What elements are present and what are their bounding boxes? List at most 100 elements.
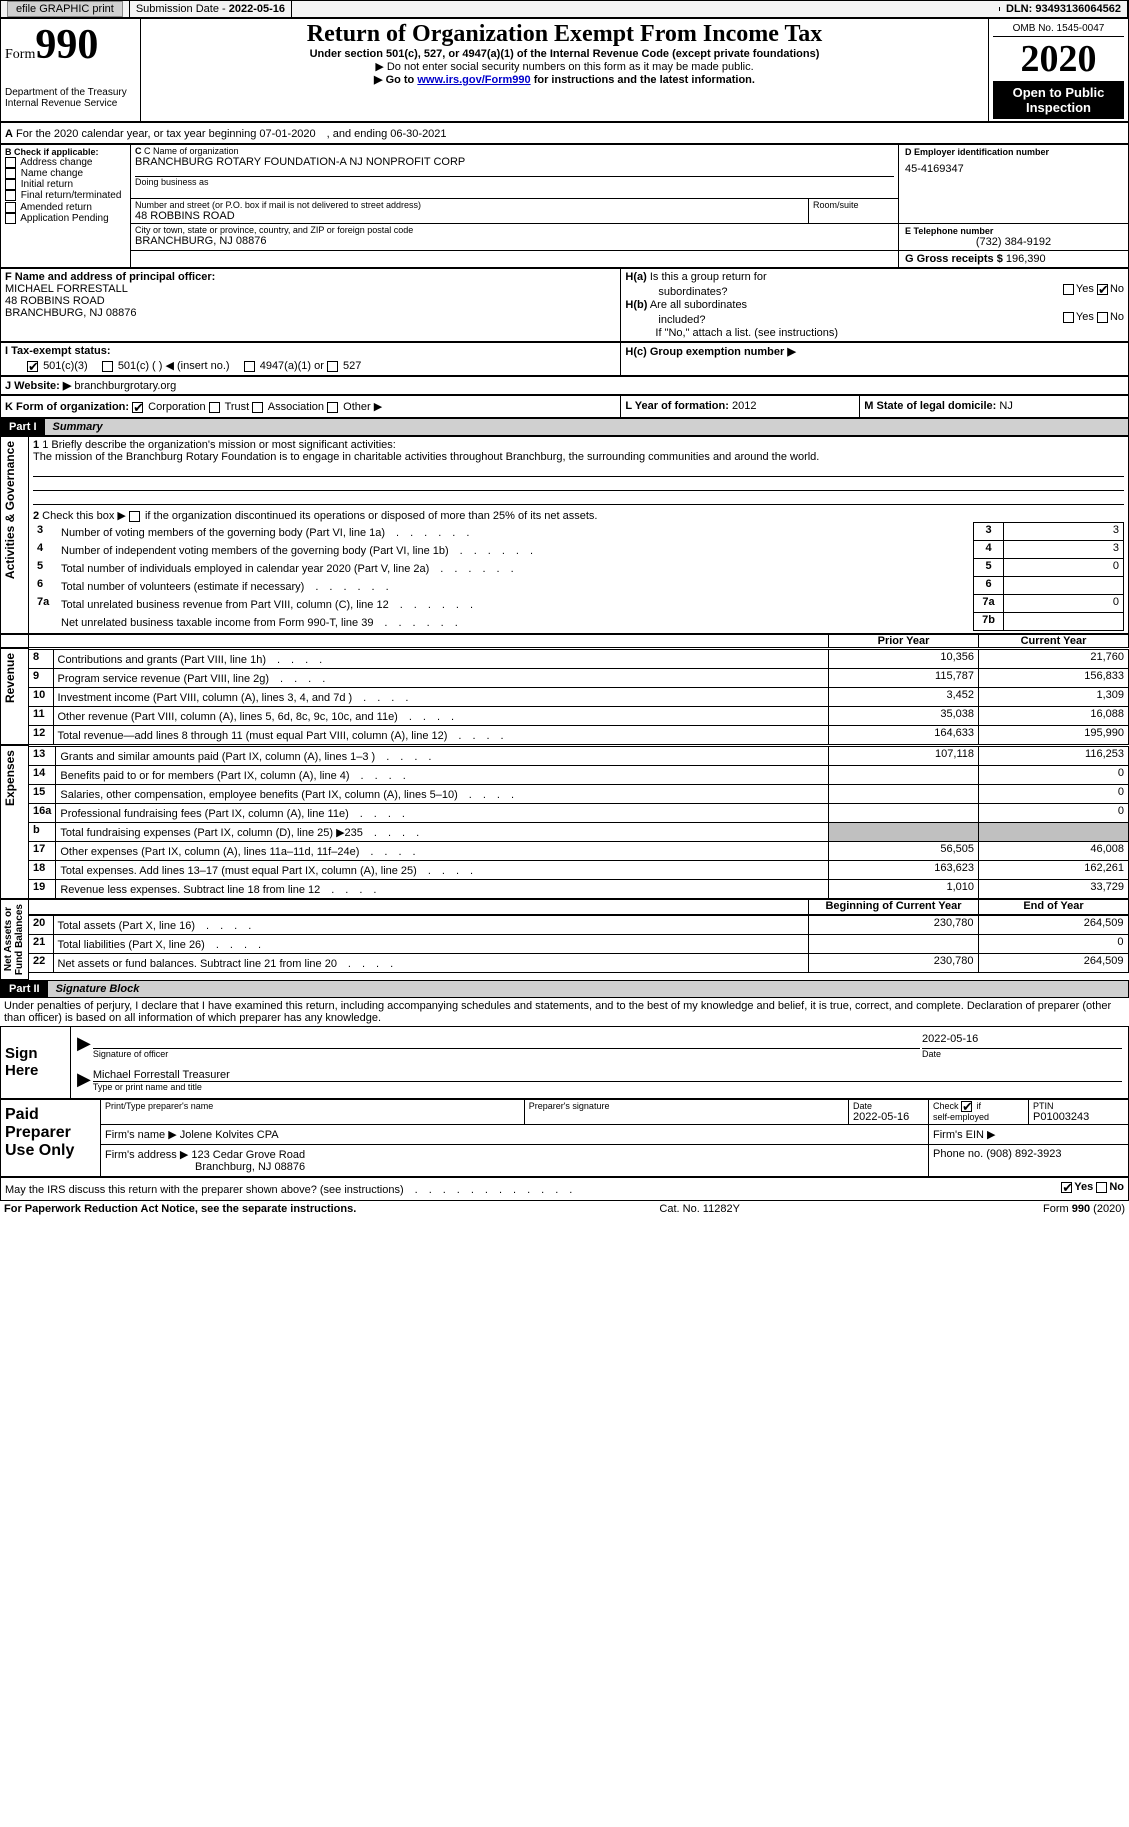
prep-name-label: Print/Type preparer's name xyxy=(105,1101,520,1111)
sign-here-label: Sign Here xyxy=(5,1045,38,1079)
submission-date: 2022-05-16 xyxy=(229,3,285,15)
boxb-checkbox[interactable] xyxy=(5,202,16,213)
dba-label: Doing business as xyxy=(135,177,894,187)
boxb-checkbox[interactable] xyxy=(5,179,16,190)
prior-year-header: Prior Year xyxy=(878,635,930,647)
submission-label: Submission Date - xyxy=(136,3,226,15)
box-d-label: D Employer identification number xyxy=(905,147,1049,157)
year-formation: 2012 xyxy=(732,400,756,412)
sign-date-label: Date xyxy=(922,1049,1122,1059)
org-name: BRANCHBURG ROTARY FOUNDATION-A NJ NONPRO… xyxy=(135,156,894,168)
org-city: BRANCHBURG, NJ 08876 xyxy=(135,235,894,247)
form-title: Return of Organization Exempt From Incom… xyxy=(145,21,984,48)
officer-addr2: BRANCHBURG, NJ 08876 xyxy=(5,307,616,319)
form-subtitle: Under section 501(c), 527, or 4947(a)(1)… xyxy=(145,48,984,60)
footer-right: Form 990 (2020) xyxy=(1043,1203,1125,1215)
firm-phone-label: Phone no. xyxy=(933,1148,983,1160)
box-j-label: J Website: ▶ xyxy=(5,380,71,392)
i-4947-checkbox[interactable] xyxy=(244,361,255,372)
efile-print-button[interactable]: efile GRAPHIC print xyxy=(7,1,123,17)
box-m-label: M State of legal domicile: xyxy=(864,400,996,412)
sig-officer-label: Signature of officer xyxy=(93,1049,920,1059)
dept-label: Department of the Treasury Internal Reve… xyxy=(5,87,136,109)
footer-left: For Paperwork Reduction Act Notice, see … xyxy=(4,1203,356,1215)
part2-header: Part II xyxy=(1,981,48,997)
gross-receipts: 196,390 xyxy=(1006,253,1046,265)
omb-number: OMB No. 1545-0047 xyxy=(993,21,1124,37)
firm-addr2: Branchburg, NJ 08876 xyxy=(195,1161,305,1173)
k-other-checkbox[interactable] xyxy=(327,402,338,413)
footer-mid: Cat. No. 11282Y xyxy=(659,1203,740,1215)
current-year-header: Current Year xyxy=(1021,635,1087,647)
k-corp-checkbox[interactable] xyxy=(132,402,143,413)
boxb-checkbox[interactable] xyxy=(5,168,16,179)
warn-line: ▶ Do not enter social security numbers o… xyxy=(145,60,984,73)
dln-value: 93493136064562 xyxy=(1035,3,1121,15)
room-label: Room/suite xyxy=(813,200,894,210)
open-inspection: Open to Public Inspection xyxy=(993,81,1124,119)
end-year-header: End of Year xyxy=(1023,900,1083,912)
ha-no-checkbox[interactable] xyxy=(1097,284,1108,295)
dln-label: DLN: xyxy=(1006,3,1032,15)
hb-yes-checkbox[interactable] xyxy=(1063,312,1074,323)
declaration-text: Under penalties of perjury, I declare th… xyxy=(0,998,1129,1026)
hb-no-checkbox[interactable] xyxy=(1097,312,1108,323)
addr-label: Number and street (or P.O. box if mail i… xyxy=(135,200,804,210)
box-k-label: K Form of organization: xyxy=(5,401,129,413)
firm-ein-label: Firm's EIN ▶ xyxy=(933,1129,996,1141)
boxb-checkbox[interactable] xyxy=(5,190,16,201)
i-501c3-checkbox[interactable] xyxy=(27,361,38,372)
k-trust-checkbox[interactable] xyxy=(209,402,220,413)
officer-addr1: 48 ROBBINS ROAD xyxy=(5,295,616,307)
i-527-checkbox[interactable] xyxy=(327,361,338,372)
firm-addr1: 123 Cedar Grove Road xyxy=(191,1149,305,1161)
vert-netassets: Net Assets or Fund Balances xyxy=(1,900,27,979)
boxb-checkbox[interactable] xyxy=(5,213,16,224)
firm-addr-label: Firm's address ▶ xyxy=(105,1149,188,1161)
i-501c-checkbox[interactable] xyxy=(102,361,113,372)
self-employed-checkbox[interactable] xyxy=(961,1101,972,1112)
goto-pre: ▶ Go to xyxy=(374,74,417,86)
phone-value: (732) 384-9192 xyxy=(905,236,1122,248)
prep-date: 2022-05-16 xyxy=(853,1111,924,1123)
period-line: For the 2020 calendar year, or tax year … xyxy=(16,128,447,140)
city-label: City or town, state or province, country… xyxy=(135,225,894,235)
box-i-label: I Tax-exempt status: xyxy=(5,345,111,357)
beg-year-header: Beginning of Current Year xyxy=(825,900,961,912)
part1-title: Summary xyxy=(45,419,1128,435)
box-hc-label: H(c) Group exemption number ▶ xyxy=(625,346,795,358)
box-g-label: G Gross receipts $ xyxy=(905,253,1003,265)
ptin-value: P01003243 xyxy=(1033,1111,1124,1123)
part2-title: Signature Block xyxy=(48,981,1128,997)
discuss-no-checkbox[interactable] xyxy=(1096,1182,1107,1193)
q2-checkbox[interactable] xyxy=(129,511,140,522)
org-address: 48 ROBBINS ROAD xyxy=(135,210,804,222)
state-domicile: NJ xyxy=(999,400,1012,412)
box-e-label: E Telephone number xyxy=(905,226,993,236)
prep-sig-label: Preparer's signature xyxy=(529,1101,844,1111)
form-label: Form990 xyxy=(5,21,136,69)
goto-post: for instructions and the latest informat… xyxy=(531,74,755,86)
firm-name-label: Firm's name ▶ xyxy=(105,1129,177,1141)
sign-date: 2022-05-16 xyxy=(922,1033,1122,1049)
k-assoc-checkbox[interactable] xyxy=(252,402,263,413)
discuss-yes-checkbox[interactable] xyxy=(1061,1182,1072,1193)
q1-label: 1 Briefly describe the organization's mi… xyxy=(42,439,396,451)
top-bar: efile GRAPHIC print Submission Date - 20… xyxy=(0,0,1129,18)
hb-note: If "No," attach a list. (see instruction… xyxy=(625,327,1124,339)
vert-revenue: Revenue xyxy=(1,649,19,707)
box-b-options: Address change Name change Initial retur… xyxy=(5,157,126,224)
sign-arrow-icon: ▶ xyxy=(77,1033,91,1053)
box-f-label: F Name and address of principal officer: xyxy=(5,271,215,283)
boxb-checkbox[interactable] xyxy=(5,157,16,168)
box-l-label: L Year of formation: xyxy=(625,400,729,412)
vert-activities: Activities & Governance xyxy=(1,437,19,583)
sign-arrow-icon-2: ▶ xyxy=(77,1069,91,1089)
ha-yes-checkbox[interactable] xyxy=(1063,284,1074,295)
mission-text: The mission of the Branchburg Rotary Fou… xyxy=(33,451,1124,463)
website-value: branchburgrotary.org xyxy=(74,380,176,392)
officer-typed-name: Michael Forrestall Treasurer xyxy=(93,1069,1122,1082)
instructions-link[interactable]: www.irs.gov/Form990 xyxy=(417,74,530,86)
box-c-name-label: C Name of organization xyxy=(144,146,239,156)
tax-year: 2020 xyxy=(993,37,1124,81)
